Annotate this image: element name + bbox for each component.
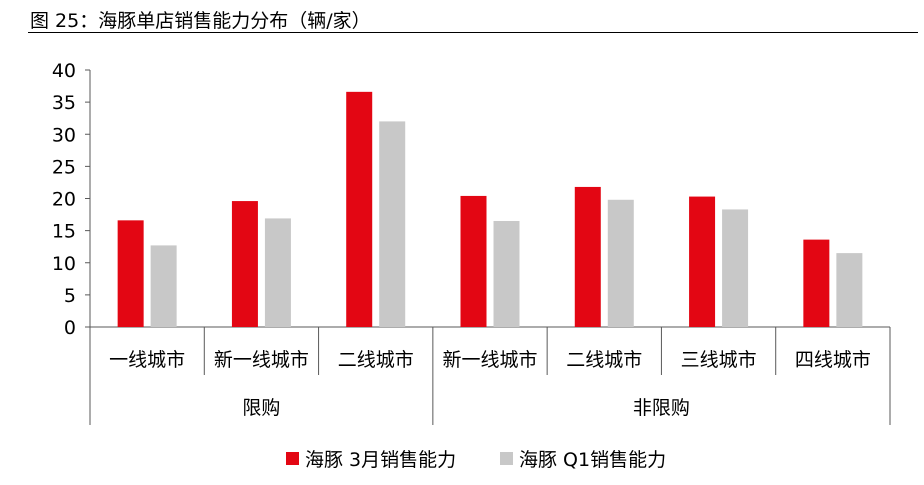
- group-labels: 限购 非限购: [242, 397, 690, 419]
- y-tick-label: 30: [52, 124, 76, 146]
- bar-series-1: [803, 239, 830, 327]
- x-group-label: 非限购: [633, 397, 690, 419]
- bar-series-1: [231, 201, 258, 327]
- x-category-label: 二线城市: [566, 349, 642, 371]
- bar-series-1: [460, 195, 487, 327]
- bar-series-2: [150, 245, 177, 327]
- x-category-label: 新一线城市: [442, 349, 537, 371]
- figure-title: 图 25：海豚单店销售能力分布（辆/家）: [30, 10, 371, 32]
- y-tick-label: 25: [52, 156, 76, 178]
- bar-series-1: [574, 186, 601, 327]
- bar-series-2: [264, 218, 291, 327]
- y-tick-label: 35: [52, 92, 76, 114]
- bar-series-2: [722, 209, 749, 327]
- y-tick-label: 0: [64, 317, 76, 339]
- category-labels: 一线城市 新一线城市 二线城市 新一线城市 二线城市 三线城市 四线城市: [109, 349, 871, 371]
- bar-series-2: [379, 121, 406, 328]
- y-tick-label: 10: [52, 253, 76, 275]
- x-category-label: 四线城市: [795, 349, 871, 371]
- legend-swatch-2: [500, 452, 513, 465]
- bar-series-1: [689, 196, 716, 327]
- legend-swatch-1: [286, 452, 299, 465]
- bar-series-2: [493, 220, 520, 327]
- bar-series-2: [836, 253, 863, 327]
- bar-series-2: [607, 199, 634, 327]
- y-tick-label: 20: [52, 189, 76, 211]
- legend-label-2: 海豚 Q1销售能力: [519, 449, 666, 471]
- bar-series-1: [117, 220, 144, 327]
- x-category-label: 三线城市: [681, 349, 757, 371]
- bars: [117, 91, 863, 328]
- axes: [89, 70, 891, 425]
- bar-series-1: [346, 91, 373, 327]
- y-tick-label: 40: [52, 60, 76, 82]
- y-tick-label: 5: [64, 285, 76, 307]
- x-category-label: 一线城市: [109, 349, 185, 371]
- y-axis-ticks: 0 5 10 15 20 25 30 35 40: [52, 60, 90, 339]
- figure-title-bar: 图 25：海豚单店销售能力分布（辆/家）: [28, 4, 918, 33]
- y-tick-label: 15: [52, 221, 76, 243]
- x-category-label: 二线城市: [338, 349, 414, 371]
- legend-label-1: 海豚 3月销售能力: [305, 449, 456, 471]
- legend: 海豚 3月销售能力 海豚 Q1销售能力: [286, 449, 666, 471]
- x-group-label: 限购: [242, 397, 280, 419]
- x-category-label: 新一线城市: [214, 349, 309, 371]
